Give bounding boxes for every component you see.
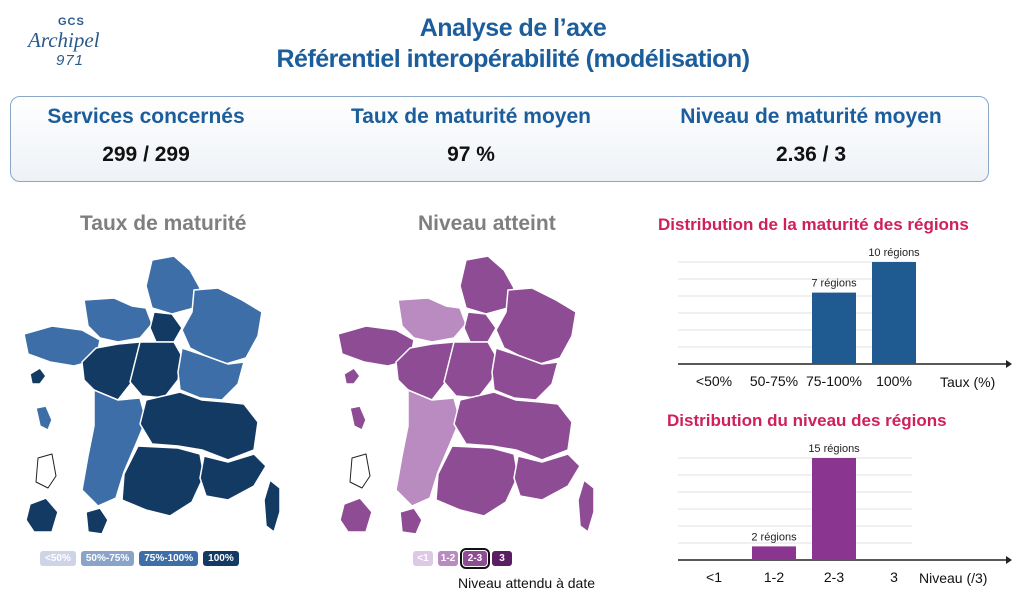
chart-maturite-tick-label-2: 75-100% xyxy=(806,373,862,389)
chart-niveau-title: Distribution du niveau des régions xyxy=(667,411,947,430)
kpi-niveau-label: Niveau de maturité moyen xyxy=(680,105,942,128)
legend-taux-50-75: 50%-75% xyxy=(80,551,135,566)
chart-maturite-xlabel: Taux (%) xyxy=(940,374,996,390)
kpi-taux-label: Taux de maturité moyen xyxy=(350,105,591,128)
region-paca[interactable] xyxy=(513,453,581,501)
chart-niveau-xlabel: Niveau (/3) xyxy=(919,570,988,586)
legend-taux-75-100: 75%-100% xyxy=(139,551,199,566)
chart-niveau-tick-label-3: 3 xyxy=(890,569,898,585)
chart-niveau-tick-label-0: <1 xyxy=(706,569,722,585)
map-niveau-legend: <1 1-2 2-3 3 xyxy=(413,548,512,569)
map-niveau-atteint xyxy=(337,255,595,535)
chart-maturite-tick-label-1: 50-75% xyxy=(750,373,798,389)
region-normandie[interactable] xyxy=(83,297,153,343)
chart-maturite-data-label-3: 10 régions xyxy=(868,247,920,259)
legend-niveau-3: 3 xyxy=(492,551,512,566)
map-niveau-title: Niveau atteint xyxy=(418,212,556,235)
region-bourgogne-franche-comte[interactable] xyxy=(177,347,245,401)
chart-maturite-x-axis-arrow xyxy=(1006,360,1012,368)
page-title-line1: Analyse de l’axe xyxy=(419,14,607,42)
region-occitanie[interactable] xyxy=(435,445,519,517)
region-normandie[interactable] xyxy=(397,297,467,343)
chart-niveau-bar-1 xyxy=(752,546,796,560)
chart-niveau-x-axis-arrow xyxy=(1006,556,1012,564)
chart-maturite-title: Distribution de la maturité des régions xyxy=(658,215,969,234)
region-la-reunion[interactable] xyxy=(25,497,59,533)
legend-niveau-1-2: 1-2 xyxy=(438,551,458,566)
region-corse[interactable] xyxy=(577,479,595,533)
kpi-niveau: Niveau de maturité moyen 2.36 / 3 xyxy=(641,97,981,167)
region-ile-de-france[interactable] xyxy=(149,311,183,343)
kpi-services: Services concernés 299 / 299 xyxy=(11,97,281,167)
logo-gcs-text: GCS xyxy=(58,16,85,28)
map-taux-legend: <50% 50%-75% 75%-100% 100% xyxy=(40,551,239,566)
chart-niveau-tick-label-2: 2-3 xyxy=(824,569,844,585)
region-auvergne-rhone-alpes[interactable] xyxy=(453,391,573,461)
map-taux-maturite xyxy=(23,255,281,535)
region-auvergne-rhone-alpes[interactable] xyxy=(139,391,259,461)
region-centre-val-de-loire[interactable] xyxy=(129,341,183,399)
region-guyane xyxy=(349,453,371,489)
region-grand-est[interactable] xyxy=(181,287,263,365)
kpi-panel: Services concernés 299 / 299 Taux de mat… xyxy=(10,96,989,182)
region-nouvelle-aquitaine[interactable] xyxy=(81,389,147,507)
logo-name-text: Archipel xyxy=(28,28,100,52)
region-guadeloupe[interactable] xyxy=(29,367,47,385)
region-centre-val-de-loire[interactable] xyxy=(443,341,497,399)
kpi-niveau-value: 2.36 / 3 xyxy=(775,143,847,166)
region-occitanie[interactable] xyxy=(121,445,205,517)
region-martinique[interactable] xyxy=(35,405,53,431)
chart-niveau: <1 2 régions 1-2 15 régions 2-3 3 xyxy=(678,443,1012,585)
region-martinique[interactable] xyxy=(349,405,367,431)
legend-taux-lt50: <50% xyxy=(40,551,76,566)
region-la-reunion[interactable] xyxy=(339,497,373,533)
region-mayotte[interactable] xyxy=(85,507,109,535)
kpi-taux: Taux de maturité moyen 97 % xyxy=(311,97,631,167)
chart-niveau-data-label-2: 15 régions xyxy=(808,443,860,455)
chart-maturite-tick-label-3: 100% xyxy=(876,373,912,389)
region-guyane xyxy=(35,453,57,489)
region-bourgogne-franche-comte[interactable] xyxy=(491,347,559,401)
chart-niveau-bar-2 xyxy=(812,458,856,560)
region-pays-de-la-loire[interactable] xyxy=(81,341,143,401)
kpi-taux-value: 97 % xyxy=(447,143,495,166)
chart-maturite-data-label-2: 7 régions xyxy=(811,278,857,290)
niveau-expected-note: Niveau attendu à date xyxy=(458,575,595,591)
chart-niveau-data-label-1: 2 régions xyxy=(751,531,797,543)
region-grand-est[interactable] xyxy=(495,287,577,365)
logo: GCS Archipel 971 xyxy=(22,14,122,76)
legend-niveau-lt1: <1 xyxy=(413,551,433,566)
region-nouvelle-aquitaine[interactable] xyxy=(395,389,461,507)
region-pays-de-la-loire[interactable] xyxy=(395,341,457,401)
legend-niveau-2-3-expected: 2-3 xyxy=(460,548,490,569)
region-ile-de-france[interactable] xyxy=(463,311,497,343)
map-taux-title: Taux de maturité xyxy=(80,212,247,235)
chart-maturite-tick-label-0: <50% xyxy=(696,373,732,389)
kpi-services-value: 299 / 299 xyxy=(102,143,190,166)
region-paca[interactable] xyxy=(199,453,267,501)
region-mayotte[interactable] xyxy=(399,507,423,535)
chart-maturite: <50% 50-75% 7 régions 75-100% 10 régions 100% xyxy=(678,247,1012,389)
chart-maturite-bar-3 xyxy=(872,262,916,364)
chart-niveau-tick-label-1: 1-2 xyxy=(764,569,784,585)
region-corse[interactable] xyxy=(263,479,281,533)
legend-taux-100: 100% xyxy=(203,551,239,566)
page-title-line2: Référentiel interopérabilité (modélisati… xyxy=(276,45,750,73)
logo-number-text: 971 xyxy=(56,52,85,69)
chart-maturite-bar-2 xyxy=(812,292,856,364)
region-guadeloupe[interactable] xyxy=(343,367,361,385)
kpi-services-label: Services concernés xyxy=(47,105,245,128)
